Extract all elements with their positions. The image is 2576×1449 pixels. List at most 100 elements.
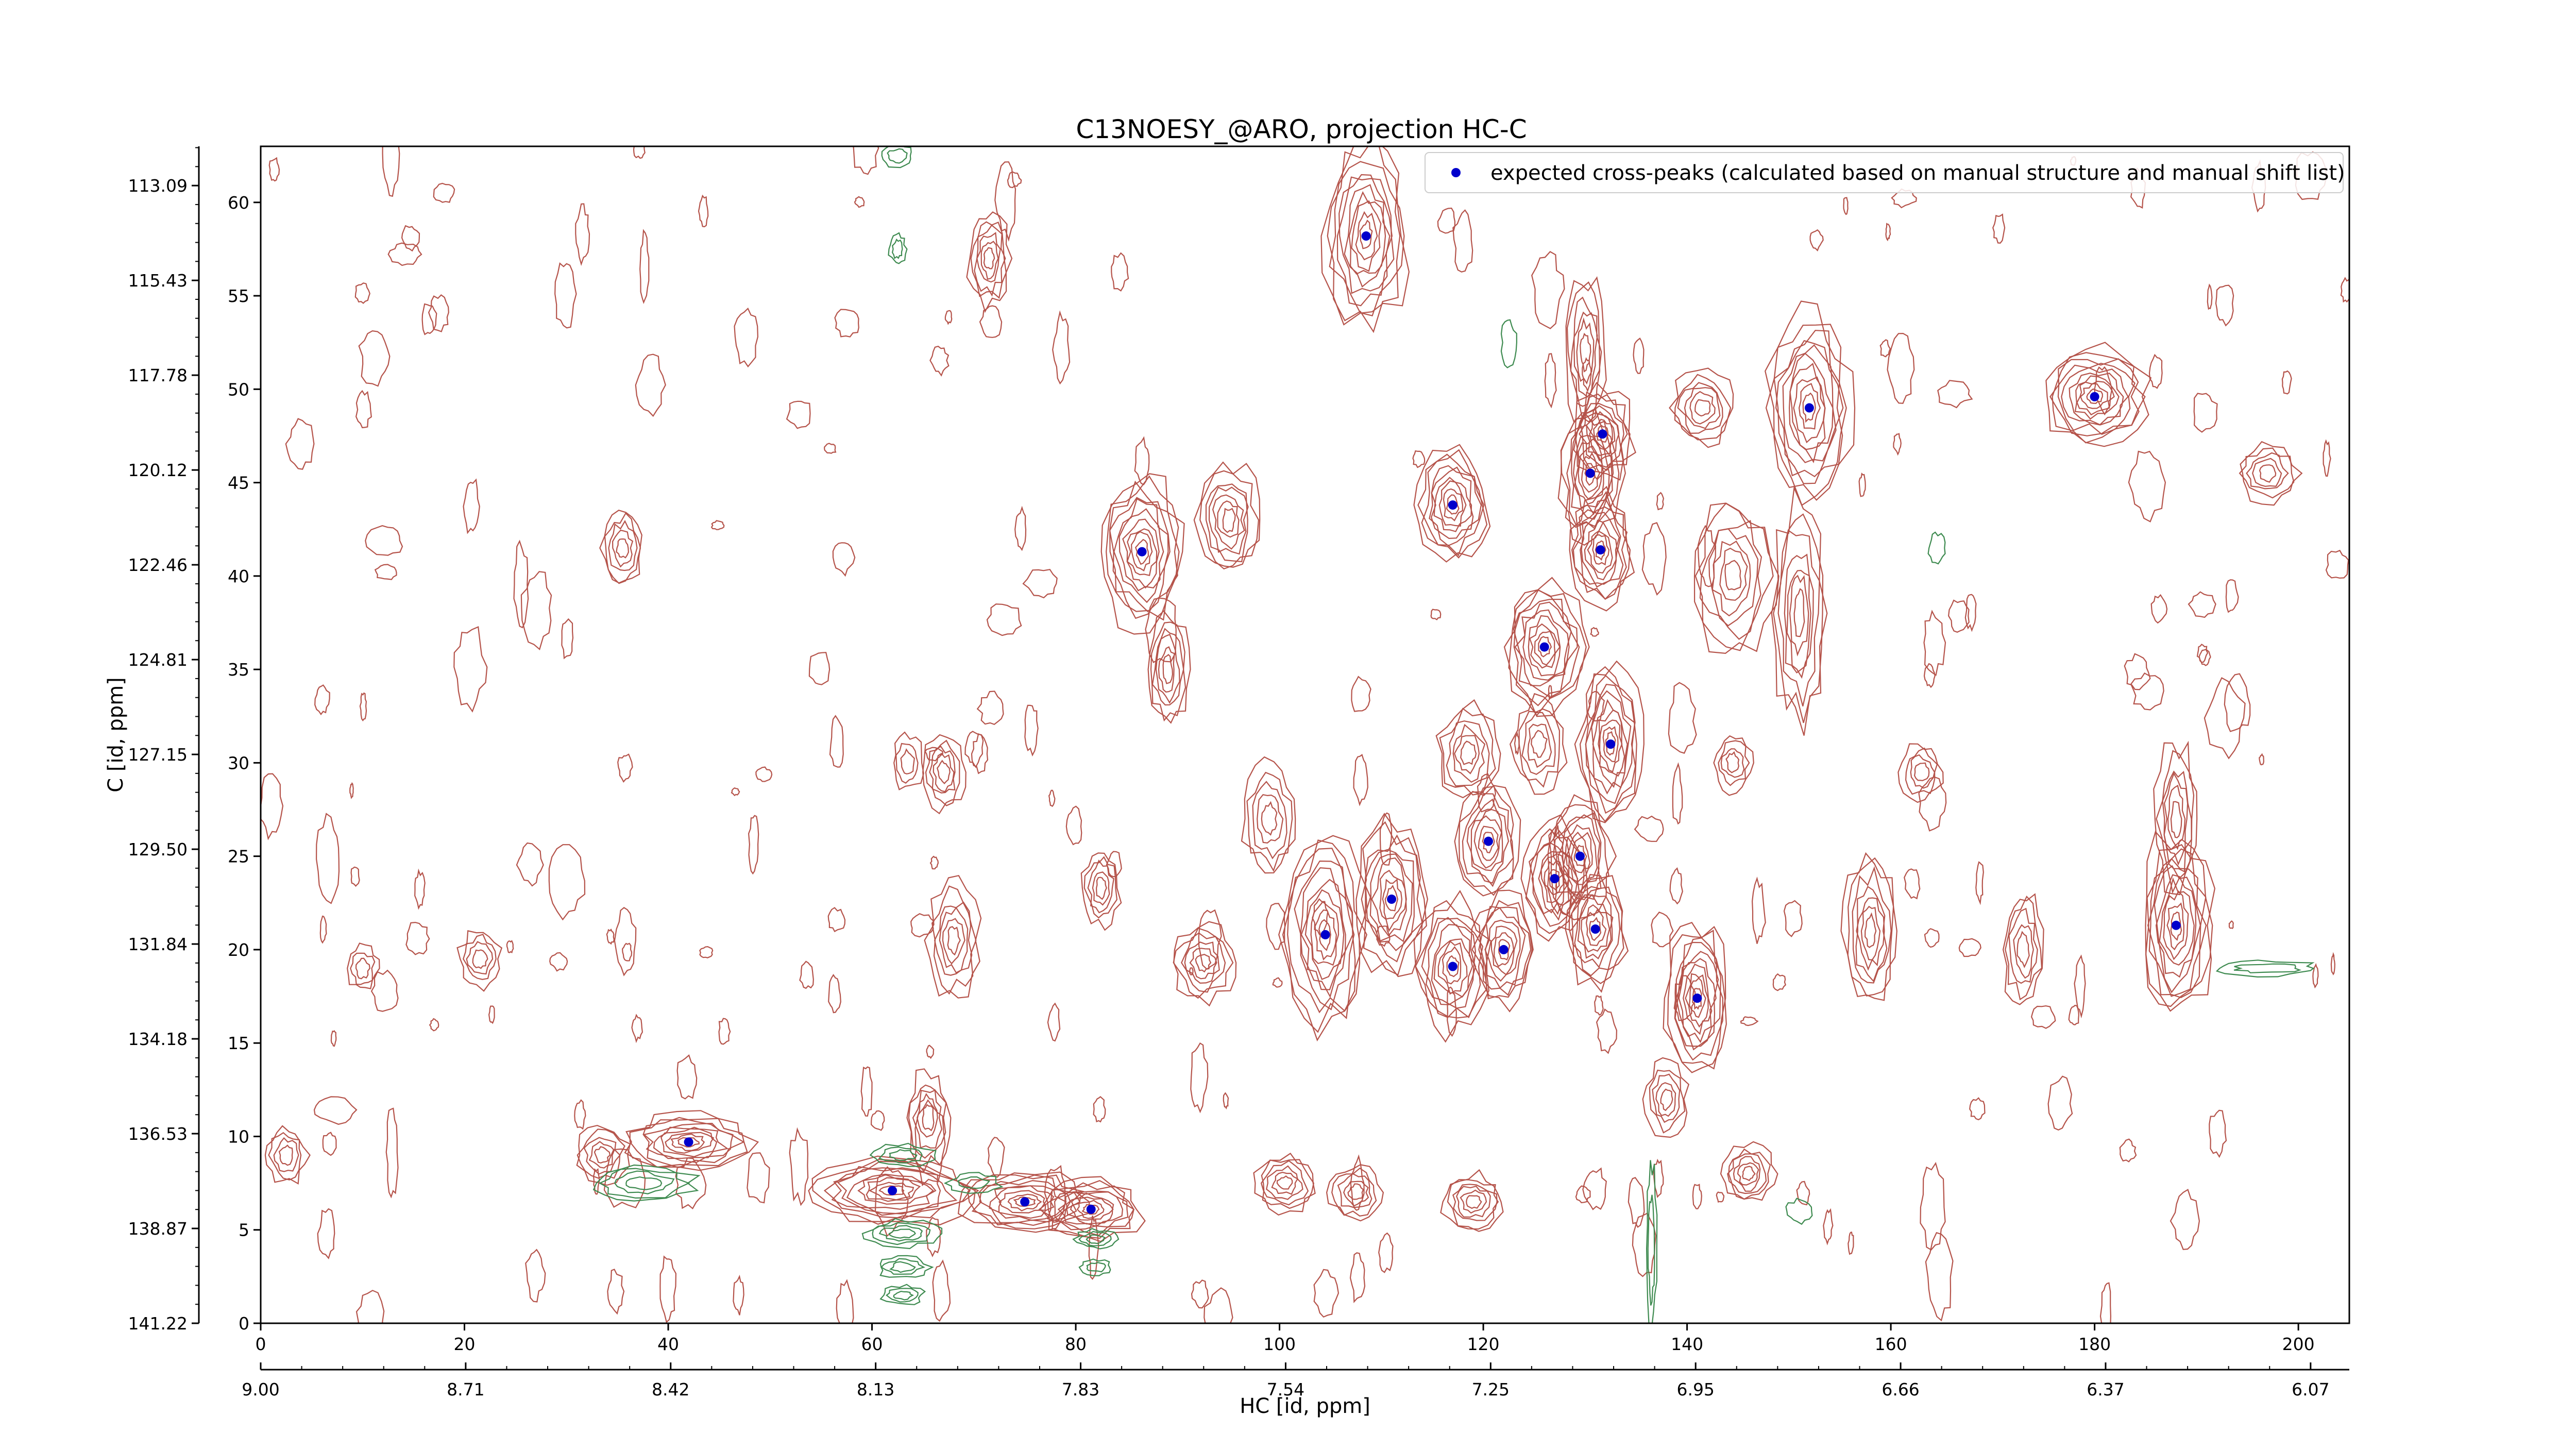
contour-34-level-2: [1777, 529, 1820, 706]
noise-contour-196: [659, 1255, 677, 1323]
noise-contour-100: [1547, 825, 1565, 915]
noise-contour-160: [359, 692, 367, 721]
contour-11-level-5: [1490, 925, 1518, 975]
noise-contour-30: [421, 303, 437, 335]
contour-4-level-8: [1081, 1204, 1100, 1215]
y-ppm-tick-label-0: 141.22: [128, 1313, 188, 1334]
contour-5-level-4: [1113, 498, 1169, 603]
noise-contour-83: [710, 520, 725, 530]
contour-38-level-5: [2170, 801, 2182, 838]
contour-28-level-2: [1181, 932, 1226, 993]
noise-contour-112: [520, 571, 552, 651]
contour-43-level-3: [1265, 1165, 1303, 1200]
noise-contour-40: [2330, 952, 2335, 975]
contour-10-level-0: [1454, 785, 1521, 897]
legend-label: expected cross-peaks (calculated based o…: [1490, 161, 2345, 185]
noise-contour-110: [330, 1030, 337, 1047]
contour-29-level-4: [1212, 494, 1245, 550]
noise-contour-185: [1590, 627, 1599, 637]
contour-19-level-9: [1605, 731, 1616, 756]
noise-contour-151: [1022, 568, 1058, 599]
noise-contour-104: [1697, 525, 1717, 587]
noise-contour-71: [1692, 1184, 1702, 1209]
negative-contour-5-level-2: [1086, 1234, 1106, 1244]
noise-contour-58: [387, 242, 422, 266]
noise-contour-44: [635, 353, 666, 417]
y-tick-label-20: 20: [228, 940, 249, 960]
noise-contour-61: [1879, 339, 1891, 358]
contour-54-level-4: [922, 1104, 935, 1132]
noise-contour-91: [836, 1279, 854, 1323]
contour-35-level-0: [1669, 367, 1734, 448]
noise-contour-2: [1923, 663, 1936, 688]
noise-contour-39: [1266, 903, 1286, 950]
noise-contour-216: [1669, 867, 1683, 905]
contour-21-level-6: [1789, 363, 1826, 450]
contour-5-level-9: [1134, 538, 1149, 565]
contour-1-level-4: [653, 1126, 729, 1159]
contour-9-level-2: [1421, 918, 1484, 1018]
contour-22-level-3: [2057, 362, 2136, 435]
noise-contour-193: [994, 161, 1016, 242]
contour-27-level-5: [947, 926, 961, 956]
contour-20-level-6: [1683, 963, 1713, 1035]
noise-contour-158: [1048, 789, 1056, 807]
noise-contour-144: [506, 940, 514, 953]
noise-contour-217: [870, 1110, 885, 1131]
contour-48-level-0: [456, 930, 503, 992]
contour-47-level-3: [278, 1144, 293, 1166]
contour-5-level-0: [1100, 473, 1185, 635]
contour-45-level-0: [1440, 1169, 1504, 1232]
contour-24-level-3: [612, 529, 634, 568]
negative-contour-12-level-0: [2215, 959, 2315, 978]
contour-38-level-4: [2167, 784, 2186, 850]
x-tick-label-120: 120: [1467, 1334, 1500, 1354]
negative-contour-2-level-1: [880, 1258, 925, 1275]
noise-contour-189: [561, 618, 574, 660]
noise-contour-116: [987, 1137, 1005, 1178]
noise-contour-29: [979, 305, 1003, 338]
noise-contour-199: [1918, 776, 1947, 832]
contour-24-level-0: [599, 509, 642, 584]
contour-7-level-3: [1365, 849, 1415, 952]
negative-contour-3-level-1: [886, 1288, 919, 1303]
noise-contour-152: [2207, 283, 2213, 310]
noise-contour-170: [1376, 925, 1391, 947]
contour-8-level-1: [1417, 449, 1488, 559]
contour-3-level-0: [957, 1171, 1090, 1229]
y-ppm-tick-label-8: 122.46: [128, 555, 188, 575]
contour-17-level-6: [1587, 530, 1613, 574]
negative-contour-8-level-0: [1646, 1160, 1658, 1323]
noise-contour-77: [1198, 909, 1222, 970]
noise-contour-205: [2170, 1189, 2200, 1250]
noise-contour-84: [1191, 1279, 1209, 1309]
contour-39-level-1: [1905, 747, 1938, 795]
noise-contour-33: [463, 478, 480, 534]
noise-contour-78: [1093, 1096, 1106, 1123]
contour-12-level-3: [1513, 598, 1578, 698]
noise-contour-114: [1531, 251, 1565, 329]
contour-12-level-9: [1538, 636, 1552, 658]
contour-33-level-5: [1719, 547, 1748, 601]
noise-contour-66: [633, 146, 646, 159]
noise-contour-222: [1925, 1232, 1954, 1322]
noise-contour-55: [828, 973, 841, 1014]
contour-19-level-0: [1574, 660, 1645, 823]
noise-contour-156: [2228, 920, 2234, 929]
contour-29-level-2: [1205, 483, 1248, 563]
contour-0-level-7: [1351, 200, 1382, 272]
y-tick-label-35: 35: [228, 660, 249, 680]
contour-39-level-0: [1897, 743, 1944, 803]
contour-54-level-2: [912, 1089, 943, 1149]
contour-38-level-1: [2156, 750, 2195, 894]
contour-25-level-4: [980, 241, 999, 280]
noise-contour-168: [1783, 900, 1803, 937]
noise-contour-67: [548, 844, 586, 921]
contour-9-level-5: [1433, 938, 1473, 998]
contour-31-level-1: [1083, 856, 1118, 919]
contour-45-level-4: [1460, 1189, 1487, 1214]
noise-contour-75: [1893, 433, 1902, 456]
y-ppm-tick-label-2: 136.53: [128, 1124, 188, 1144]
noise-contour-96: [1437, 207, 1456, 234]
contour-4-level-4: [1057, 1191, 1124, 1227]
